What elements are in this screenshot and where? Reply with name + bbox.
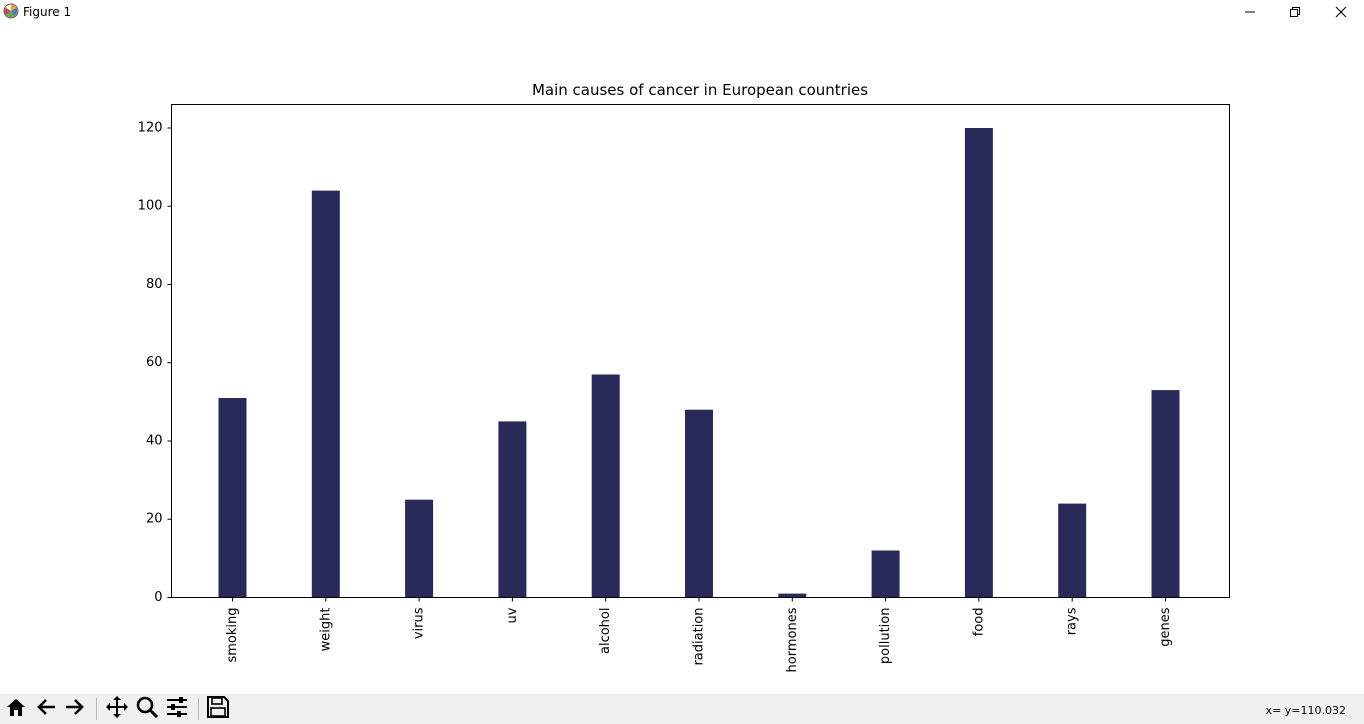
- toolbar-separator: [198, 698, 199, 720]
- x-tick-label: uv: [505, 607, 520, 623]
- zoom-button[interactable]: [134, 696, 160, 722]
- close-icon: [1335, 3, 1347, 22]
- save-icon: [206, 695, 230, 723]
- minimize-button[interactable]: [1227, 0, 1273, 24]
- chart-title: Main causes of cancer in European countr…: [532, 81, 868, 99]
- configure-subplots-button[interactable]: [164, 696, 190, 722]
- close-button[interactable]: [1318, 0, 1364, 24]
- bar-smoking: [218, 398, 247, 598]
- maximize-button[interactable]: [1272, 0, 1318, 24]
- y-tick-label: 120: [138, 120, 163, 135]
- bar-genes: [1151, 390, 1180, 598]
- forward-button[interactable]: [62, 696, 88, 722]
- bar-rays: [1058, 503, 1087, 598]
- back-button[interactable]: [33, 696, 59, 722]
- y-tick-label: 20: [146, 512, 163, 527]
- bars-layer: [218, 128, 1180, 598]
- title-bar: Figure 1: [0, 0, 1364, 24]
- x-tick-label: rays: [1065, 607, 1080, 635]
- home-button[interactable]: [3, 696, 29, 722]
- x-axis: smoking weight virus uv alcohol radiation horm…: [225, 597, 1173, 672]
- move-icon: [105, 695, 129, 723]
- bar-alcohol: [591, 374, 620, 598]
- save-button[interactable]: [205, 696, 231, 722]
- home-icon: [5, 696, 27, 722]
- x-tick-label: smoking: [225, 608, 240, 663]
- navigation-toolbar: x= y=110.032: [0, 694, 1364, 724]
- sliders-icon: [165, 695, 189, 723]
- y-axis: 0 20 40 60 80 100 120: [138, 120, 172, 605]
- minimize-icon: [1244, 3, 1256, 22]
- x-tick-label: weight: [318, 608, 333, 652]
- x-tick-label: virus: [412, 607, 427, 639]
- x-tick-label: food: [971, 608, 986, 637]
- matplotlib-icon: [3, 3, 19, 19]
- bar-weight: [311, 190, 340, 598]
- restore-icon: [1289, 3, 1301, 22]
- y-tick-label: 40: [146, 433, 163, 448]
- y-tick-label: 80: [146, 277, 163, 292]
- figure-canvas[interactable]: Main causes of cancer in European countr…: [0, 24, 1364, 694]
- toolbar-separator: [96, 698, 97, 720]
- plot-frame: [171, 104, 1230, 598]
- x-tick-label: genes: [1158, 607, 1173, 646]
- bar-chart: Main causes of cancer in European countr…: [138, 81, 1230, 672]
- bar-radiation: [685, 409, 713, 598]
- arrow-left-icon: [35, 696, 57, 722]
- x-tick-label: radiation: [692, 608, 707, 666]
- bar-pollution: [871, 550, 900, 598]
- arrow-right-icon: [64, 696, 86, 722]
- bar-uv: [498, 421, 527, 598]
- x-tick-label: hormones: [785, 607, 800, 672]
- window-title: Figure 1: [23, 5, 72, 19]
- x-tick-label: alcohol: [598, 608, 613, 654]
- pan-button[interactable]: [104, 696, 130, 722]
- cursor-coordinates: x= y=110.032: [1265, 704, 1346, 717]
- bar-food: [964, 128, 993, 598]
- bar-hormones: [778, 593, 807, 598]
- y-tick-label: 60: [146, 355, 163, 370]
- magnifier-icon: [135, 695, 159, 723]
- bar-virus: [405, 499, 434, 598]
- x-tick-label: pollution: [878, 608, 893, 665]
- y-tick-label: 100: [138, 199, 163, 214]
- y-tick-label: 0: [154, 590, 162, 605]
